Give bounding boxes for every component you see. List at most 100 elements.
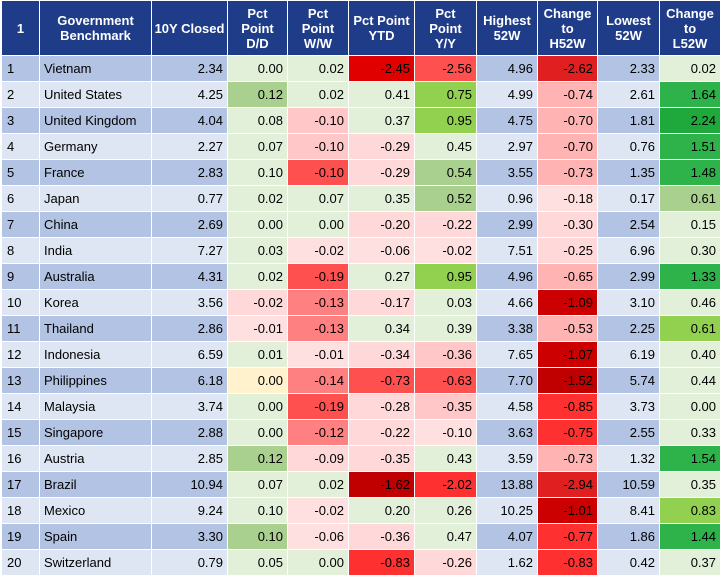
ww-value: 0.00 xyxy=(287,211,349,238)
benchmark-name: Philippines xyxy=(39,367,152,394)
change-h52w-value: -1.07 xyxy=(537,341,598,368)
low-52w-value: 5.74 xyxy=(597,367,660,394)
yy-value: 0.47 xyxy=(414,523,477,550)
ytd-value: -0.17 xyxy=(348,289,415,316)
row-index: 7 xyxy=(1,211,40,238)
change-l52w-value: 1.64 xyxy=(659,81,720,108)
benchmark-name: Mexico xyxy=(39,497,152,524)
low-52w-value: 2.61 xyxy=(597,81,660,108)
closed-value: 4.04 xyxy=(151,107,228,134)
header-row: 1 Government Benchmark 10Y Closed Pct Poin… xyxy=(1,0,720,56)
table-row: 17 Brazil 10.94 0.07 0.02 -1.62 -2.02 13.88 -2.9… xyxy=(1,471,720,498)
dd-value: 0.10 xyxy=(227,523,288,550)
high-52w-value: 2.97 xyxy=(476,133,538,160)
low-52w-value: 1.32 xyxy=(597,445,660,472)
header-change-to-h52w: Change to H52W xyxy=(537,0,598,56)
row-index: 5 xyxy=(1,159,40,186)
ww-value: 0.02 xyxy=(287,81,349,108)
header-pct-point-yy: Pct Point Y/Y xyxy=(414,0,477,56)
dd-value: 0.00 xyxy=(227,367,288,394)
yy-value: -2.56 xyxy=(414,55,477,82)
high-52w-value: 4.96 xyxy=(476,263,538,290)
dd-value: 0.10 xyxy=(227,497,288,524)
change-h52w-value: -0.30 xyxy=(537,211,598,238)
change-l52w-value: 0.02 xyxy=(659,55,720,82)
closed-value: 2.83 xyxy=(151,159,228,186)
ww-value: -0.10 xyxy=(287,159,349,186)
dd-value: 0.07 xyxy=(227,133,288,160)
change-l52w-value: 0.61 xyxy=(659,315,720,342)
high-52w-value: 4.96 xyxy=(476,55,538,82)
ww-value: -0.10 xyxy=(287,133,349,160)
change-l52w-value: 0.40 xyxy=(659,341,720,368)
closed-value: 3.30 xyxy=(151,523,228,550)
yy-value: 0.54 xyxy=(414,159,477,186)
benchmark-name: France xyxy=(39,159,152,186)
ytd-value: -0.28 xyxy=(348,393,415,420)
benchmark-name: United Kingdom xyxy=(39,107,152,134)
ww-value: -0.02 xyxy=(287,497,349,524)
low-52w-value: 8.41 xyxy=(597,497,660,524)
change-l52w-value: 1.33 xyxy=(659,263,720,290)
yy-value: -2.02 xyxy=(414,471,477,498)
header-highest-52w: Highest 52W xyxy=(476,0,538,56)
dd-value: 0.12 xyxy=(227,445,288,472)
high-52w-value: 7.51 xyxy=(476,237,538,264)
low-52w-value: 2.33 xyxy=(597,55,660,82)
change-h52w-value: -2.94 xyxy=(537,471,598,498)
closed-value: 3.56 xyxy=(151,289,228,316)
change-l52w-value: 0.44 xyxy=(659,367,720,394)
yy-value: -0.26 xyxy=(414,549,477,576)
yy-value: -0.35 xyxy=(414,393,477,420)
ww-value: -0.06 xyxy=(287,523,349,550)
dd-value: -0.02 xyxy=(227,289,288,316)
row-index: 13 xyxy=(1,367,40,394)
header-benchmark: Government Benchmark xyxy=(39,0,152,56)
benchmark-name: Switzerland xyxy=(39,549,152,576)
benchmark-name: Indonesia xyxy=(39,341,152,368)
table-row: 8 India 7.27 0.03 -0.02 -0.06 -0.02 7.51 -0.25 6.… xyxy=(1,237,720,264)
change-h52w-value: -0.74 xyxy=(537,81,598,108)
ytd-value: -0.22 xyxy=(348,419,415,446)
benchmark-name: Austria xyxy=(39,445,152,472)
dd-value: 0.02 xyxy=(227,263,288,290)
ww-value: -0.01 xyxy=(287,341,349,368)
low-52w-value: 2.99 xyxy=(597,263,660,290)
yy-value: -0.10 xyxy=(414,419,477,446)
high-52w-value: 7.70 xyxy=(476,367,538,394)
high-52w-value: 4.75 xyxy=(476,107,538,134)
low-52w-value: 1.81 xyxy=(597,107,660,134)
benchmark-name: Korea xyxy=(39,289,152,316)
high-52w-value: 4.58 xyxy=(476,393,538,420)
high-52w-value: 0.96 xyxy=(476,185,538,212)
table-row: 15 Singapore 2.88 0.00 -0.12 -0.22 -0.10 3.63 -0… xyxy=(1,419,720,446)
ytd-value: 0.35 xyxy=(348,185,415,212)
table-row: 9 Australia 4.31 0.02 -0.19 0.27 0.95 4.96 -0.65… xyxy=(1,263,720,290)
low-52w-value: 2.54 xyxy=(597,211,660,238)
high-52w-value: 3.55 xyxy=(476,159,538,186)
ytd-value: -0.83 xyxy=(348,549,415,576)
low-52w-value: 0.42 xyxy=(597,549,660,576)
ww-value: -0.13 xyxy=(287,289,349,316)
row-index: 18 xyxy=(1,497,40,524)
benchmark-name: Germany xyxy=(39,133,152,160)
change-l52w-value: 0.35 xyxy=(659,471,720,498)
change-l52w-value: 1.44 xyxy=(659,523,720,550)
ww-value: 0.02 xyxy=(287,55,349,82)
table-row: 18 Mexico 9.24 0.10 -0.02 0.20 0.26 10.25 -1.01 8… xyxy=(1,497,720,524)
high-52w-value: 4.07 xyxy=(476,523,538,550)
closed-value: 0.79 xyxy=(151,549,228,576)
benchmark-name: Singapore xyxy=(39,419,152,446)
benchmark-name: Malaysia xyxy=(39,393,152,420)
ytd-value: -0.36 xyxy=(348,523,415,550)
yy-value: -0.22 xyxy=(414,211,477,238)
benchmark-name: China xyxy=(39,211,152,238)
dd-value: 0.03 xyxy=(227,237,288,264)
ww-value: 0.02 xyxy=(287,471,349,498)
yy-value: 0.95 xyxy=(414,107,477,134)
dd-value: 0.01 xyxy=(227,341,288,368)
row-index: 8 xyxy=(1,237,40,264)
header-index: 1 xyxy=(1,0,40,56)
row-index: 19 xyxy=(1,523,40,550)
row-index: 17 xyxy=(1,471,40,498)
